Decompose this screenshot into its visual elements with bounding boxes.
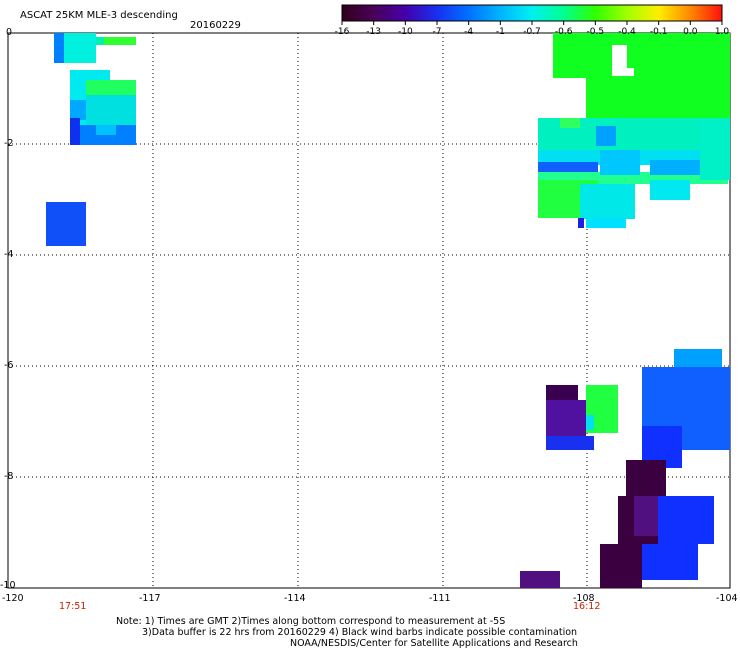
footnote-line: Note: 1) Times are GMT 2)Times along bot…: [116, 616, 506, 627]
colorbar-tick-label: -4: [464, 27, 474, 37]
colorbar-tick-label: -10: [397, 27, 413, 37]
colorbar-tick-label: -0.1: [649, 27, 668, 37]
map-date: 20160229: [190, 20, 241, 31]
x-tick-label: -104: [716, 593, 738, 604]
y-tick-label: 0: [6, 27, 13, 38]
data-cells-northwest: [46, 33, 136, 246]
x-tick-label: -117: [139, 593, 161, 604]
map-title: ASCAT 25KM MLE-3 descending: [20, 10, 178, 21]
colorbar: [341, 4, 723, 25]
colorbar-gradient: [341, 4, 723, 22]
y-tick-label: -10: [0, 580, 16, 591]
colorbar-tick-label: -0.4: [618, 27, 636, 37]
colorbar-tick-label: -16: [334, 27, 350, 37]
colorbar-tick-label: 1.0: [714, 27, 730, 37]
y-tick-label: -2: [4, 138, 14, 149]
x-tick-label: -111: [429, 593, 451, 604]
colorbar-tick-label: 0.0: [683, 27, 698, 37]
colorbar-tick-label: -7: [432, 27, 442, 37]
map-frame: [7, 32, 731, 589]
footnote-line: NOAA/NESDIS/Center for Satellite Applica…: [290, 638, 578, 649]
footnote-line: 3)Data buffer is 22 hrs from 20160229 4)…: [142, 627, 578, 638]
y-tick-label: -4: [4, 249, 14, 260]
colorbar-tick-label: -0.6: [554, 27, 573, 37]
colorbar-tick-label: -13: [366, 27, 382, 37]
x-tick-label: -108: [573, 593, 595, 604]
colorbar-tick-label: -0.7: [523, 27, 541, 37]
pass-time-label: 16:12: [573, 601, 601, 612]
y-tick-label: -6: [4, 360, 14, 371]
y-tick-label: -8: [4, 471, 14, 482]
x-tick-label: -120: [2, 593, 24, 604]
colorbar-tick-label: -0.5: [586, 27, 605, 37]
data-cells-southeast: [520, 349, 730, 588]
data-cells-northeast: [538, 33, 730, 228]
pass-time-label: 17:51: [59, 601, 87, 612]
x-tick-label: -114: [284, 593, 306, 604]
colorbar-tick-label: -1: [495, 27, 505, 37]
